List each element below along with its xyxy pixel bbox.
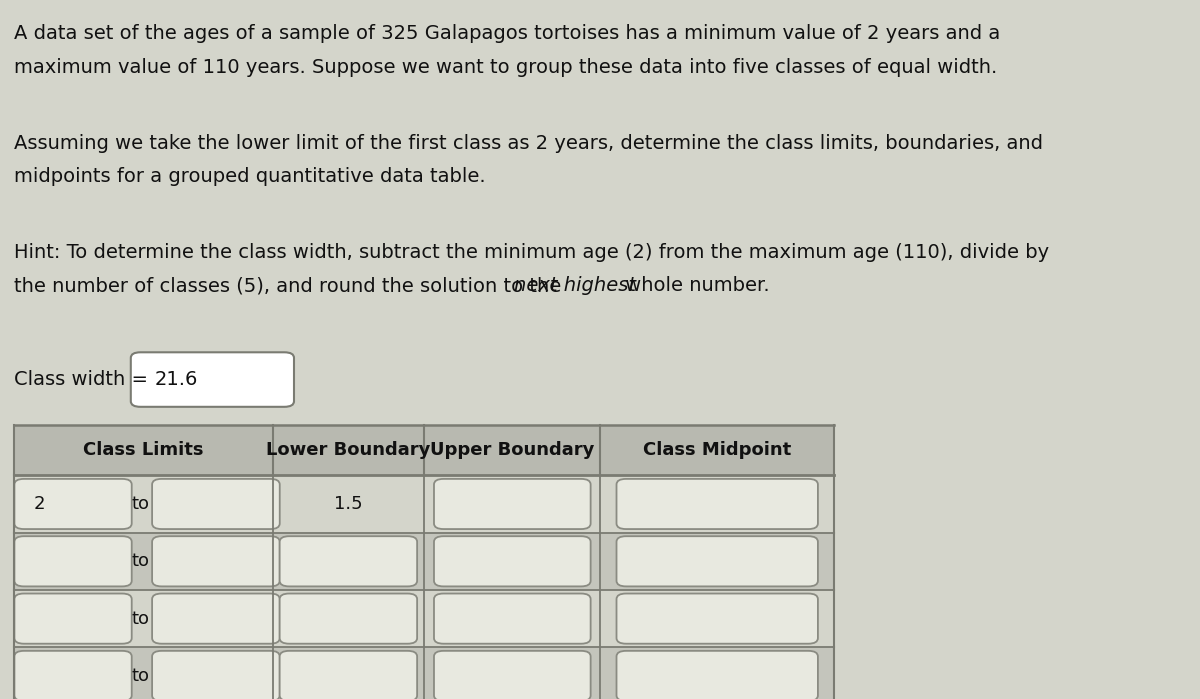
FancyBboxPatch shape (617, 479, 818, 529)
Text: Class width =: Class width = (14, 370, 155, 389)
Text: to: to (132, 552, 150, 570)
Text: 1.5: 1.5 (334, 495, 362, 513)
FancyBboxPatch shape (434, 651, 590, 699)
Text: next highest: next highest (514, 276, 636, 295)
FancyBboxPatch shape (434, 536, 590, 586)
FancyBboxPatch shape (14, 536, 132, 586)
Text: Class Limits: Class Limits (83, 441, 204, 459)
Bar (14, 425, 834, 475)
FancyBboxPatch shape (617, 651, 818, 699)
Bar (14, 590, 834, 647)
FancyBboxPatch shape (131, 352, 294, 407)
Text: to: to (132, 610, 150, 628)
FancyBboxPatch shape (14, 479, 132, 529)
FancyBboxPatch shape (152, 479, 280, 529)
FancyBboxPatch shape (152, 651, 280, 699)
Text: Hint: To determine the class width, subtract the minimum age (2) from the maximu: Hint: To determine the class width, subt… (14, 243, 1050, 261)
FancyBboxPatch shape (14, 593, 132, 644)
Text: 21.6: 21.6 (155, 370, 198, 389)
FancyBboxPatch shape (152, 593, 280, 644)
Text: A data set of the ages of a sample of 325 Galapagos tortoises has a minimum valu: A data set of the ages of a sample of 32… (14, 24, 1001, 43)
FancyBboxPatch shape (280, 651, 418, 699)
FancyBboxPatch shape (617, 536, 818, 586)
Text: maximum value of 110 years. Suppose we want to group these data into five classe: maximum value of 110 years. Suppose we w… (14, 58, 997, 77)
Text: whole number.: whole number. (619, 276, 769, 295)
Bar (14, 475, 834, 533)
Bar (14, 647, 834, 699)
FancyBboxPatch shape (434, 479, 590, 529)
Text: to: to (132, 667, 150, 685)
FancyBboxPatch shape (280, 536, 418, 586)
Text: Assuming we take the lower limit of the first class as 2 years, determine the cl: Assuming we take the lower limit of the … (14, 134, 1044, 152)
Text: midpoints for a grouped quantitative data table.: midpoints for a grouped quantitative dat… (14, 167, 486, 186)
Text: the number of classes (5), and round the solution to the: the number of classes (5), and round the… (14, 276, 568, 295)
FancyBboxPatch shape (280, 593, 418, 644)
Text: Upper Boundary: Upper Boundary (430, 441, 594, 459)
FancyBboxPatch shape (617, 593, 818, 644)
FancyBboxPatch shape (434, 593, 590, 644)
FancyBboxPatch shape (152, 536, 280, 586)
Text: 2: 2 (34, 495, 46, 513)
Text: to: to (132, 495, 150, 513)
Bar (14, 533, 834, 590)
FancyBboxPatch shape (14, 651, 132, 699)
Text: Class Midpoint: Class Midpoint (643, 441, 791, 459)
Text: Lower Boundary: Lower Boundary (266, 441, 431, 459)
